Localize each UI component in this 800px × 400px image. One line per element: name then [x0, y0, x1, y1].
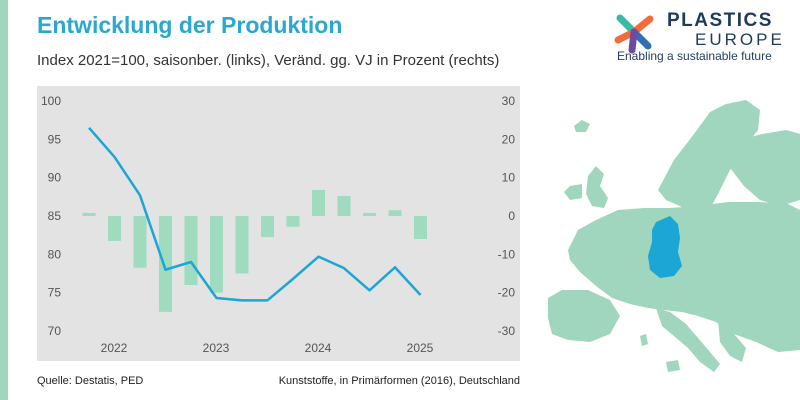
left-accent-bar [0, 0, 8, 400]
bar-yoy-change [210, 216, 223, 293]
europe-landmass [548, 100, 800, 372]
bar-yoy-change [82, 212, 96, 216]
bar-yoy-change [312, 189, 325, 216]
source-note: Quelle: Destatis, PED [37, 375, 144, 387]
brand-name-line2: EUROPE [695, 30, 785, 49]
right-axis-tick: 0 [508, 209, 515, 223]
left-axis-tick: 100 [41, 94, 61, 108]
bar-yoy-change [108, 216, 121, 241]
left-axis-tick: 85 [48, 209, 62, 223]
logo-mark-icon [614, 14, 654, 54]
bar-yoy-change [133, 216, 147, 268]
left-axis-tick: 95 [48, 132, 62, 146]
page-title: Entwicklung der Produktion [37, 12, 343, 38]
right-axis-tick: -30 [498, 324, 516, 338]
x-axis-label: 2023 [203, 341, 230, 355]
plastics-europe-logo: PLASTICS EUROPE Enabling a sustainable f… [612, 8, 792, 68]
line-index-series [88, 127, 422, 302]
right-axis-tick: 30 [502, 94, 516, 108]
bar-yoy-change [159, 216, 172, 312]
europe-map [548, 100, 800, 372]
left-axis-tick: 80 [48, 247, 62, 261]
right-axis-tick: -20 [498, 286, 516, 300]
brand-tagline: Enabling a sustainable future [617, 49, 772, 63]
left-axis-tick: 90 [48, 171, 62, 185]
chart-subtitle: Index 2021=100, saisonber. (links), Verä… [37, 52, 500, 69]
right-axis-tick: -10 [498, 247, 516, 261]
left-axis-tick: 70 [48, 324, 62, 338]
germany-highlight [648, 216, 682, 278]
x-axis-label: 2022 [101, 341, 128, 355]
bar-yoy-change [388, 210, 402, 216]
x-axis-label: 2025 [407, 341, 434, 355]
bar-yoy-change [286, 216, 300, 227]
chart-area: 100 95 90 85 80 75 70 30 20 10 0 -10 -20 -30 2022 2023 2… [37, 86, 520, 361]
bar-yoy-change [235, 216, 249, 274]
data-description: Kunststoffe, in Primärformen (2016), Deu… [278, 375, 520, 387]
bar-yoy-change [261, 216, 274, 238]
bar-yoy-change [184, 216, 198, 285]
bar-yoy-change [414, 216, 427, 239]
x-axis-label: 2024 [305, 341, 332, 355]
brand-name-line1: PLASTICS [667, 10, 773, 31]
right-axis-tick: 10 [502, 171, 516, 185]
right-axis-tick: 20 [502, 132, 516, 146]
bar-yoy-change [363, 212, 376, 216]
bar-yoy-change [337, 196, 351, 216]
left-axis-tick: 75 [48, 286, 62, 300]
